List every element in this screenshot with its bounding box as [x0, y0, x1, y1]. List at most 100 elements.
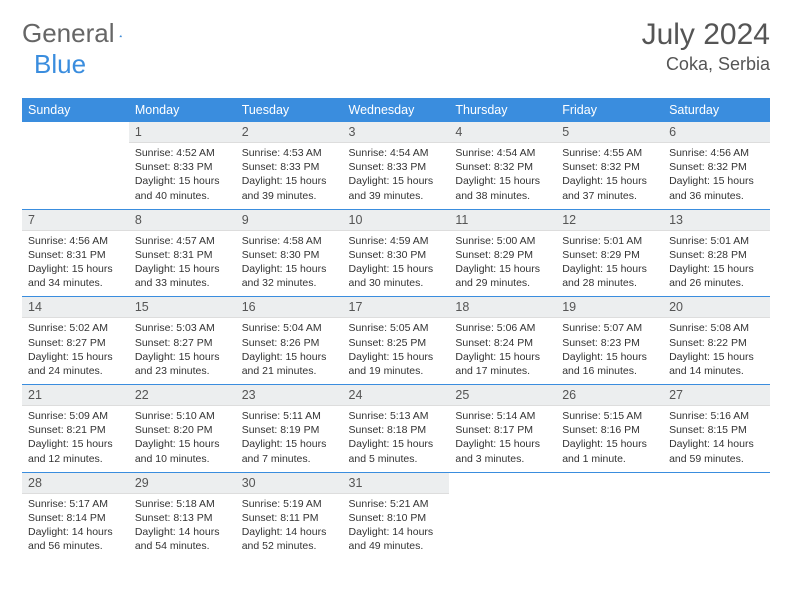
day-details: Sunrise: 5:21 AMSunset: 8:10 PMDaylight:… — [343, 494, 450, 560]
calendar-cell — [22, 122, 129, 209]
day-number: 1 — [129, 122, 236, 143]
calendar-cell: 13Sunrise: 5:01 AMSunset: 8:28 PMDayligh… — [663, 209, 770, 297]
calendar-cell: 21Sunrise: 5:09 AMSunset: 8:21 PMDayligh… — [22, 385, 129, 473]
day-details: Sunrise: 5:17 AMSunset: 8:14 PMDaylight:… — [22, 494, 129, 560]
day-details: Sunrise: 4:57 AMSunset: 8:31 PMDaylight:… — [129, 231, 236, 297]
calendar-cell: 1Sunrise: 4:52 AMSunset: 8:33 PMDaylight… — [129, 122, 236, 209]
day-number: 25 — [449, 385, 556, 406]
day-details: Sunrise: 4:59 AMSunset: 8:30 PMDaylight:… — [343, 231, 450, 297]
calendar-cell — [556, 472, 663, 559]
day-details: Sunrise: 5:09 AMSunset: 8:21 PMDaylight:… — [22, 406, 129, 472]
day-number: 31 — [343, 473, 450, 494]
day-details: Sunrise: 5:01 AMSunset: 8:28 PMDaylight:… — [663, 231, 770, 297]
calendar-cell: 28Sunrise: 5:17 AMSunset: 8:14 PMDayligh… — [22, 472, 129, 559]
calendar-cell: 10Sunrise: 4:59 AMSunset: 8:30 PMDayligh… — [343, 209, 450, 297]
calendar: SundayMondayTuesdayWednesdayThursdayFrid… — [22, 98, 770, 559]
day-details: Sunrise: 5:14 AMSunset: 8:17 PMDaylight:… — [449, 406, 556, 472]
logo-sail-icon — [119, 25, 122, 47]
weekday-header: Thursday — [449, 98, 556, 122]
calendar-cell: 17Sunrise: 5:05 AMSunset: 8:25 PMDayligh… — [343, 297, 450, 385]
day-number: 19 — [556, 297, 663, 318]
day-details: Sunrise: 4:56 AMSunset: 8:31 PMDaylight:… — [22, 231, 129, 297]
calendar-cell — [449, 472, 556, 559]
weekday-header: Friday — [556, 98, 663, 122]
calendar-cell: 25Sunrise: 5:14 AMSunset: 8:17 PMDayligh… — [449, 385, 556, 473]
day-number: 12 — [556, 210, 663, 231]
calendar-head: SundayMondayTuesdayWednesdayThursdayFrid… — [22, 98, 770, 122]
calendar-cell: 24Sunrise: 5:13 AMSunset: 8:18 PMDayligh… — [343, 385, 450, 473]
day-number: 20 — [663, 297, 770, 318]
day-details: Sunrise: 5:10 AMSunset: 8:20 PMDaylight:… — [129, 406, 236, 472]
logo-part2: Blue — [34, 49, 86, 80]
logo: General — [22, 18, 143, 49]
calendar-cell: 11Sunrise: 5:00 AMSunset: 8:29 PMDayligh… — [449, 209, 556, 297]
day-details: Sunrise: 4:58 AMSunset: 8:30 PMDaylight:… — [236, 231, 343, 297]
weekday-header: Saturday — [663, 98, 770, 122]
day-details: Sunrise: 5:19 AMSunset: 8:11 PMDaylight:… — [236, 494, 343, 560]
day-number: 8 — [129, 210, 236, 231]
day-details: Sunrise: 4:52 AMSunset: 8:33 PMDaylight:… — [129, 143, 236, 209]
day-details: Sunrise: 5:00 AMSunset: 8:29 PMDaylight:… — [449, 231, 556, 297]
calendar-cell: 5Sunrise: 4:55 AMSunset: 8:32 PMDaylight… — [556, 122, 663, 209]
day-number: 27 — [663, 385, 770, 406]
calendar-cell: 27Sunrise: 5:16 AMSunset: 8:15 PMDayligh… — [663, 385, 770, 473]
day-number: 3 — [343, 122, 450, 143]
calendar-cell: 19Sunrise: 5:07 AMSunset: 8:23 PMDayligh… — [556, 297, 663, 385]
day-number: 26 — [556, 385, 663, 406]
day-details: Sunrise: 5:04 AMSunset: 8:26 PMDaylight:… — [236, 318, 343, 384]
calendar-cell: 15Sunrise: 5:03 AMSunset: 8:27 PMDayligh… — [129, 297, 236, 385]
day-number: 2 — [236, 122, 343, 143]
day-number: 24 — [343, 385, 450, 406]
day-details: Sunrise: 5:11 AMSunset: 8:19 PMDaylight:… — [236, 406, 343, 472]
day-number: 23 — [236, 385, 343, 406]
day-number: 28 — [22, 473, 129, 494]
day-number: 16 — [236, 297, 343, 318]
day-number: 22 — [129, 385, 236, 406]
day-number: 4 — [449, 122, 556, 143]
calendar-cell: 9Sunrise: 4:58 AMSunset: 8:30 PMDaylight… — [236, 209, 343, 297]
day-details: Sunrise: 4:54 AMSunset: 8:32 PMDaylight:… — [449, 143, 556, 209]
calendar-cell: 6Sunrise: 4:56 AMSunset: 8:32 PMDaylight… — [663, 122, 770, 209]
day-number: 10 — [343, 210, 450, 231]
day-details: Sunrise: 5:03 AMSunset: 8:27 PMDaylight:… — [129, 318, 236, 384]
day-number: 17 — [343, 297, 450, 318]
day-number: 21 — [22, 385, 129, 406]
day-details: Sunrise: 5:13 AMSunset: 8:18 PMDaylight:… — [343, 406, 450, 472]
day-details: Sunrise: 5:15 AMSunset: 8:16 PMDaylight:… — [556, 406, 663, 472]
day-number: 13 — [663, 210, 770, 231]
calendar-cell: 3Sunrise: 4:54 AMSunset: 8:33 PMDaylight… — [343, 122, 450, 209]
calendar-cell: 20Sunrise: 5:08 AMSunset: 8:22 PMDayligh… — [663, 297, 770, 385]
day-details: Sunrise: 5:18 AMSunset: 8:13 PMDaylight:… — [129, 494, 236, 560]
calendar-cell: 4Sunrise: 4:54 AMSunset: 8:32 PMDaylight… — [449, 122, 556, 209]
day-details: Sunrise: 5:08 AMSunset: 8:22 PMDaylight:… — [663, 318, 770, 384]
day-details: Sunrise: 4:54 AMSunset: 8:33 PMDaylight:… — [343, 143, 450, 209]
day-details: Sunrise: 5:16 AMSunset: 8:15 PMDaylight:… — [663, 406, 770, 472]
day-details: Sunrise: 5:05 AMSunset: 8:25 PMDaylight:… — [343, 318, 450, 384]
calendar-cell: 22Sunrise: 5:10 AMSunset: 8:20 PMDayligh… — [129, 385, 236, 473]
logo-part1: General — [22, 18, 115, 49]
day-number: 29 — [129, 473, 236, 494]
calendar-cell: 30Sunrise: 5:19 AMSunset: 8:11 PMDayligh… — [236, 472, 343, 559]
calendar-cell: 29Sunrise: 5:18 AMSunset: 8:13 PMDayligh… — [129, 472, 236, 559]
calendar-cell: 8Sunrise: 4:57 AMSunset: 8:31 PMDaylight… — [129, 209, 236, 297]
day-details: Sunrise: 4:56 AMSunset: 8:32 PMDaylight:… — [663, 143, 770, 209]
weekday-header: Sunday — [22, 98, 129, 122]
day-number: 6 — [663, 122, 770, 143]
calendar-cell: 23Sunrise: 5:11 AMSunset: 8:19 PMDayligh… — [236, 385, 343, 473]
month-title: July 2024 — [642, 18, 770, 52]
day-number: 9 — [236, 210, 343, 231]
day-number: 7 — [22, 210, 129, 231]
calendar-cell — [663, 472, 770, 559]
calendar-cell: 7Sunrise: 4:56 AMSunset: 8:31 PMDaylight… — [22, 209, 129, 297]
calendar-cell: 31Sunrise: 5:21 AMSunset: 8:10 PMDayligh… — [343, 472, 450, 559]
weekday-header: Tuesday — [236, 98, 343, 122]
location: Coka, Serbia — [642, 54, 770, 75]
title-block: July 2024 Coka, Serbia — [642, 18, 770, 75]
day-details: Sunrise: 4:55 AMSunset: 8:32 PMDaylight:… — [556, 143, 663, 209]
calendar-body: 1Sunrise: 4:52 AMSunset: 8:33 PMDaylight… — [22, 122, 770, 559]
calendar-cell: 14Sunrise: 5:02 AMSunset: 8:27 PMDayligh… — [22, 297, 129, 385]
day-details: Sunrise: 5:06 AMSunset: 8:24 PMDaylight:… — [449, 318, 556, 384]
calendar-cell: 18Sunrise: 5:06 AMSunset: 8:24 PMDayligh… — [449, 297, 556, 385]
day-number: 5 — [556, 122, 663, 143]
day-details: Sunrise: 5:07 AMSunset: 8:23 PMDaylight:… — [556, 318, 663, 384]
